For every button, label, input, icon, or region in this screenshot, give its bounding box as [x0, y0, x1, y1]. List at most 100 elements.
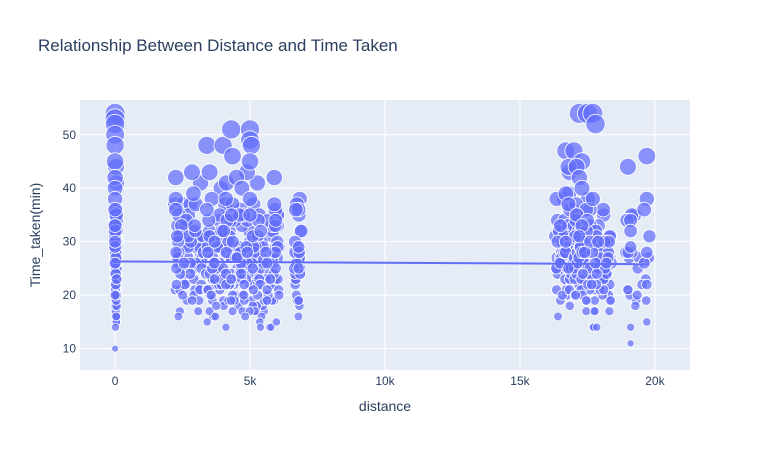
- data-point: [642, 317, 652, 327]
- data-point: [111, 322, 121, 332]
- data-point: [293, 311, 304, 322]
- data-point: [107, 218, 123, 233]
- data-point: [584, 190, 601, 207]
- data-point: [592, 322, 602, 332]
- data-point: [187, 218, 203, 233]
- data-point: [108, 234, 122, 249]
- data-point: [265, 168, 283, 187]
- data-point: [291, 240, 306, 254]
- data-point: [217, 190, 234, 207]
- data-point: [225, 273, 238, 285]
- y-tick-label: 50: [63, 128, 77, 142]
- data-point: [208, 256, 221, 270]
- data-point: [292, 262, 305, 275]
- data-point: [106, 152, 125, 171]
- y-tick-label: 40: [63, 181, 77, 195]
- x-tick-label: 5k: [244, 374, 258, 388]
- data-point: [238, 289, 250, 301]
- data-point: [623, 240, 638, 254]
- data-point: [641, 295, 652, 306]
- y-tick-label: 10: [63, 342, 77, 356]
- data-point: [266, 322, 276, 332]
- data-point: [636, 201, 652, 218]
- data-point: [170, 278, 183, 291]
- points-layer: [104, 103, 657, 353]
- data-point: [581, 295, 592, 306]
- data-point: [268, 212, 284, 228]
- data-point: [631, 289, 643, 301]
- data-point: [626, 322, 636, 332]
- data-point: [197, 135, 217, 155]
- data-point: [227, 306, 238, 317]
- data-point: [241, 190, 258, 207]
- x-tick-label: 0: [112, 374, 119, 388]
- trendline: [115, 260, 650, 266]
- data-point: [224, 207, 240, 223]
- data-point: [111, 311, 121, 322]
- data-point: [562, 262, 575, 275]
- data-point: [248, 174, 266, 192]
- data-point: [167, 168, 185, 187]
- data-point: [238, 278, 250, 291]
- data-point: [211, 300, 222, 311]
- data-point: [637, 146, 657, 166]
- data-point: [640, 245, 654, 259]
- data-point: [105, 135, 125, 155]
- data-point: [564, 300, 575, 311]
- data-point: [208, 273, 221, 285]
- data-point: [199, 201, 215, 218]
- trend-layer: [115, 260, 650, 266]
- data-point: [273, 289, 285, 301]
- x-tick-label: 20k: [645, 374, 665, 388]
- data-point: [623, 223, 638, 239]
- data-point: [271, 317, 281, 327]
- data-point: [193, 306, 204, 317]
- data-point: [110, 273, 123, 285]
- data-point: [253, 223, 268, 239]
- data-point: [626, 339, 635, 348]
- data-point: [288, 201, 304, 218]
- data-point: [266, 196, 283, 213]
- data-point: [168, 201, 184, 218]
- data-point: [173, 311, 184, 322]
- data-point: [109, 289, 121, 301]
- data-point: [177, 289, 188, 301]
- data-point: [604, 306, 615, 317]
- chart-title: Relationship Between Distance and Time T…: [38, 36, 398, 55]
- data-point: [170, 229, 185, 244]
- y-tick-label: 30: [63, 235, 77, 249]
- data-point: [240, 152, 260, 171]
- data-point: [558, 234, 573, 249]
- data-point: [619, 157, 637, 176]
- tick-layer: 0 5k 10k 15k 20k 10 20 30 40 50: [63, 128, 666, 388]
- data-point: [570, 289, 582, 301]
- data-point: [294, 223, 309, 239]
- data-point: [200, 163, 219, 182]
- data-point: [589, 306, 600, 317]
- data-point: [581, 306, 592, 317]
- data-point: [108, 256, 122, 270]
- data-point: [202, 317, 212, 327]
- data-point: [186, 295, 198, 306]
- data-point: [210, 311, 221, 322]
- data-point: [177, 256, 191, 270]
- data-point: [573, 179, 591, 197]
- data-point: [230, 251, 244, 265]
- data-point: [576, 267, 589, 280]
- y-axis-label: Time_taken(min): [27, 183, 43, 288]
- data-point: [578, 245, 592, 259]
- data-point: [264, 273, 277, 285]
- data-point: [185, 185, 202, 202]
- data-point: [247, 284, 259, 296]
- data-point: [207, 234, 222, 249]
- data-point: [111, 344, 119, 353]
- data-point: [240, 245, 254, 259]
- data-point: [221, 119, 242, 140]
- x-tick-label: 15k: [510, 374, 530, 388]
- data-point: [169, 245, 183, 259]
- x-tick-label: 10k: [375, 374, 395, 388]
- data-point: [221, 322, 231, 332]
- data-point: [585, 114, 606, 135]
